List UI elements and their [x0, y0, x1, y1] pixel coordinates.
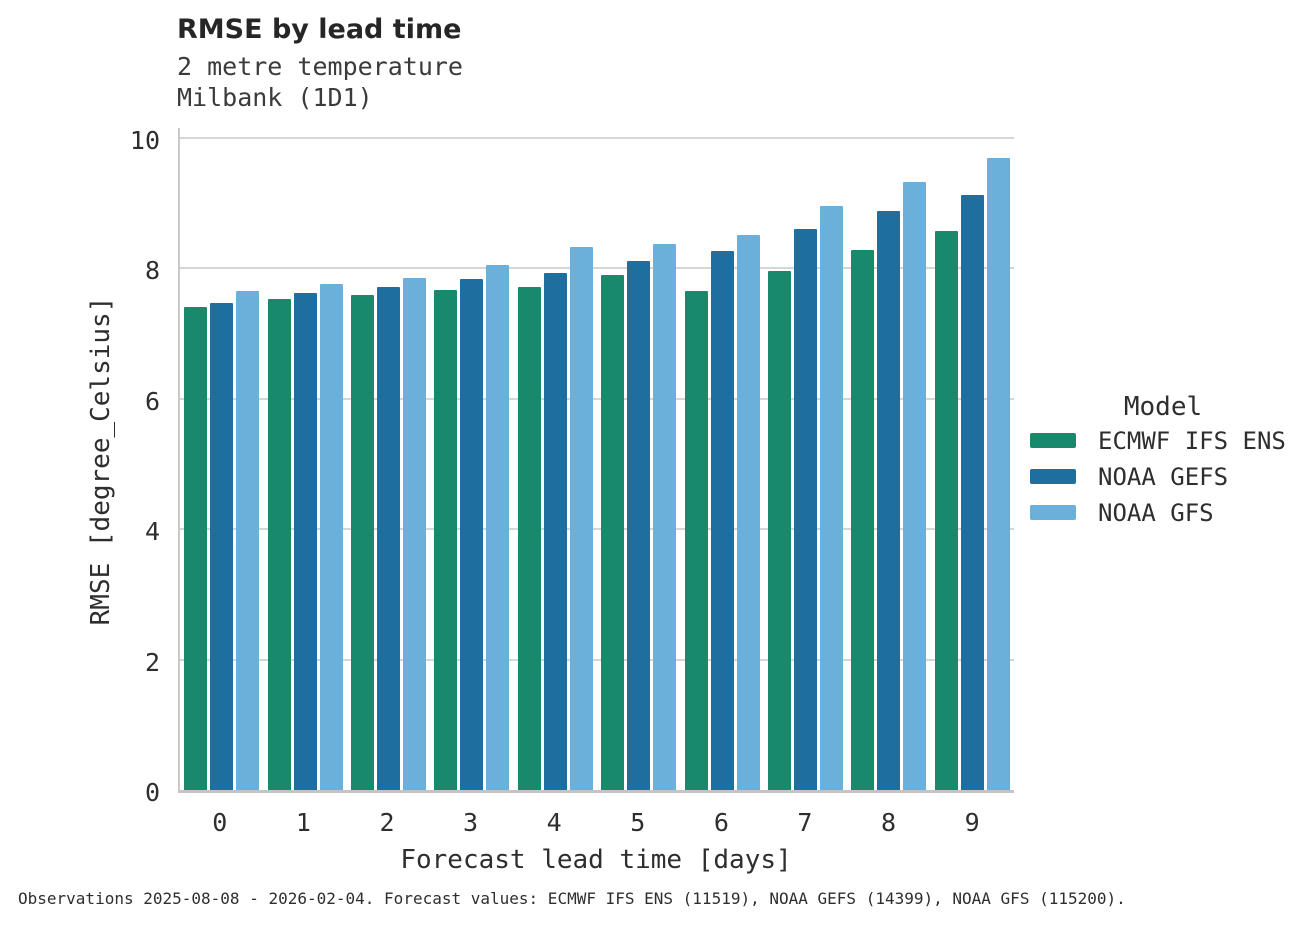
bar-noaa-gfs-lead-6	[736, 234, 760, 790]
footer-note: Observations 2025-08-08 - 2026-02-04. Fo…	[18, 889, 1126, 908]
y-tick-label: 4	[144, 517, 160, 547]
bar-ecmwf-ifs-ens-lead-3	[434, 289, 458, 790]
bar-noaa-gfs-lead-3	[486, 264, 510, 790]
plot-area	[178, 128, 1014, 793]
bar-group	[514, 128, 597, 790]
bar-ecmwf-ifs-ens-lead-9	[934, 231, 958, 790]
x-axis-title: Forecast lead time [days]	[400, 845, 792, 875]
bar-ecmwf-ifs-ens-lead-1	[267, 299, 291, 790]
x-tick-label: 7	[797, 808, 813, 837]
bar-noaa-gefs-lead-2	[377, 287, 401, 790]
bar-ecmwf-ifs-ens-lead-4	[517, 286, 541, 790]
bar-group	[347, 128, 430, 790]
legend-label: ECMWF IFS ENS	[1098, 426, 1286, 455]
bar-noaa-gefs-lead-7	[794, 229, 818, 790]
y-tick-labels: 0 2 4 6 8 10	[0, 126, 160, 806]
bar-noaa-gefs-lead-8	[877, 211, 901, 790]
bar-noaa-gefs-lead-4	[543, 273, 567, 790]
legend-label: NOAA GFS	[1098, 498, 1214, 527]
bar-group	[931, 128, 1014, 790]
bar-group	[764, 128, 847, 790]
bar-ecmwf-ifs-ens-lead-8	[851, 250, 875, 790]
chart-subtitle-line2: Milbank (1D1)	[177, 83, 373, 112]
x-tick-label: 9	[964, 808, 980, 837]
x-tick-label: 1	[295, 808, 311, 837]
bar-ecmwf-ifs-ens-lead-0	[184, 306, 208, 790]
bar-ecmwf-ifs-ens-lead-2	[351, 294, 375, 790]
bar-noaa-gefs-lead-1	[293, 293, 317, 790]
bar-ecmwf-ifs-ens-lead-7	[768, 271, 792, 790]
bar-noaa-gfs-lead-2	[403, 277, 427, 790]
x-tick-label: 3	[463, 808, 479, 837]
bar-noaa-gefs-lead-3	[460, 278, 484, 790]
bar-noaa-gfs-lead-8	[903, 181, 927, 790]
bar-noaa-gfs-lead-5	[653, 244, 677, 790]
gridline	[180, 397, 1014, 400]
bar-noaa-gefs-lead-5	[627, 260, 651, 790]
x-tick-label: 5	[630, 808, 646, 837]
legend: Model ECMWF IFS ENS NOAA GEFS NOAA GFS	[1030, 392, 1296, 530]
bar-noaa-gefs-lead-0	[210, 303, 234, 790]
gridline	[180, 267, 1014, 270]
gridline	[180, 658, 1014, 661]
gridline	[180, 528, 1014, 531]
y-tick-label: 2	[144, 647, 160, 677]
x-tick-label: 4	[546, 808, 562, 837]
bar-group	[263, 128, 346, 790]
legend-swatch-icon	[1030, 469, 1076, 484]
bar-noaa-gefs-lead-9	[960, 194, 984, 790]
legend-title: Model	[1123, 392, 1203, 422]
legend-label: NOAA GEFS	[1098, 462, 1229, 491]
bar-ecmwf-ifs-ens-lead-6	[684, 290, 708, 790]
chart-title: RMSE by lead time	[177, 14, 462, 45]
bar-ecmwf-ifs-ens-lead-5	[601, 274, 625, 790]
legend-item: ECMWF IFS ENS	[1030, 423, 1296, 458]
y-tick-label: 10	[129, 126, 160, 156]
legend-swatch-icon	[1030, 433, 1076, 448]
bar-group	[180, 128, 263, 790]
legend-swatch-icon	[1030, 505, 1076, 520]
x-tick-label: 0	[212, 808, 228, 837]
bars-layer	[180, 128, 1014, 790]
x-tick-label: 8	[881, 808, 897, 837]
chart-header: RMSE by lead time 2 metre temperature Mi…	[177, 14, 463, 113]
bar-group	[430, 128, 513, 790]
bar-noaa-gfs-lead-4	[569, 246, 593, 790]
bar-group	[847, 128, 930, 790]
x-tick-label: 6	[713, 808, 729, 837]
bar-group	[597, 128, 680, 790]
bar-group	[680, 128, 763, 790]
chart-subtitle-line1: 2 metre temperature	[177, 52, 463, 81]
legend-item: NOAA GEFS	[1030, 459, 1296, 494]
gridline	[180, 137, 1014, 140]
bar-noaa-gfs-lead-0	[236, 291, 260, 790]
legend-items: ECMWF IFS ENS NOAA GEFS NOAA GFS	[1030, 423, 1296, 530]
y-tick-label: 8	[144, 256, 160, 286]
y-tick-label: 6	[144, 386, 160, 416]
x-tick-label: 2	[379, 808, 395, 837]
bar-noaa-gfs-lead-7	[820, 205, 844, 790]
y-tick-label: 0	[144, 778, 160, 807]
chart-subtitle: 2 metre temperature Milbank (1D1)	[177, 51, 463, 113]
legend-item: NOAA GFS	[1030, 495, 1296, 530]
bar-noaa-gfs-lead-9	[986, 158, 1010, 790]
x-tick-labels: 0 1 2 3 4 5 6 7 8 9	[178, 808, 1014, 837]
bar-noaa-gfs-lead-1	[319, 284, 343, 790]
bar-noaa-gefs-lead-6	[710, 251, 734, 790]
